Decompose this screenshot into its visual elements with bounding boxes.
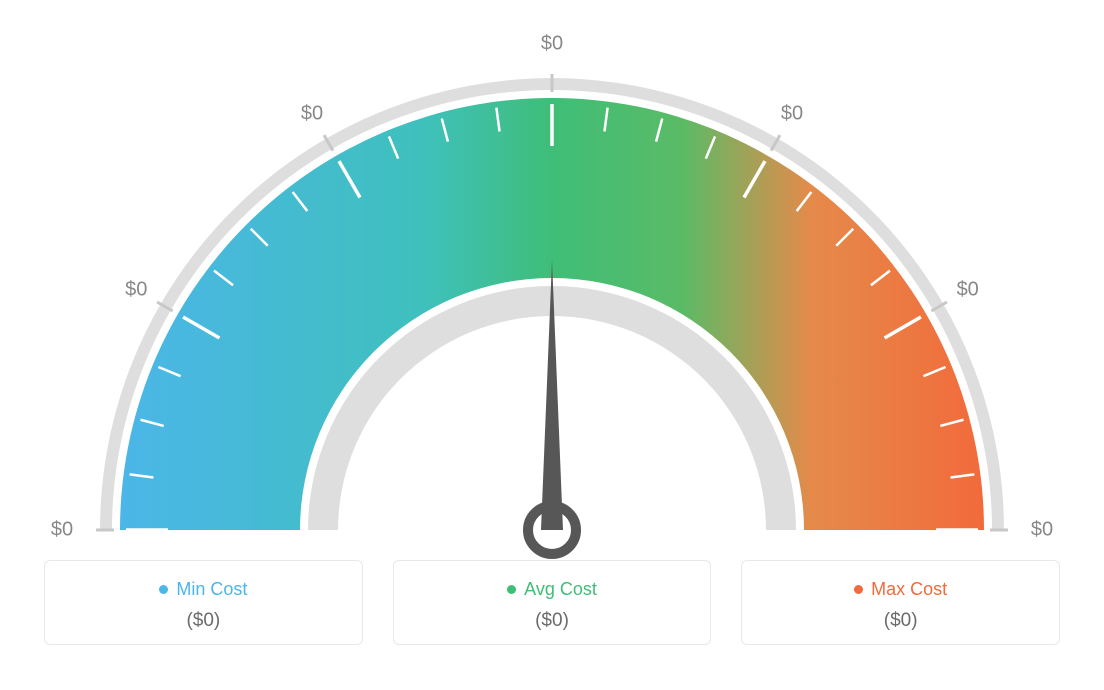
legend-header-min: Min Cost bbox=[65, 579, 342, 600]
tick-label: $0 bbox=[301, 103, 323, 125]
legend-label-max: Max Cost bbox=[871, 579, 947, 600]
tick-label: $0 bbox=[51, 518, 73, 540]
legend-dot-avg bbox=[507, 585, 516, 594]
tick-label: $0 bbox=[1031, 518, 1053, 540]
tick-label: $0 bbox=[125, 278, 147, 300]
gauge-chart: $0 $0 $0 $0 $0 $0 $0 bbox=[0, 20, 1104, 580]
tick-label: $0 bbox=[541, 32, 563, 54]
legend-header-max: Max Cost bbox=[762, 579, 1039, 600]
tick-label: $0 bbox=[957, 278, 979, 300]
legend-label-avg: Avg Cost bbox=[524, 579, 597, 600]
legend-label-min: Min Cost bbox=[176, 579, 247, 600]
legend-value-avg: ($0) bbox=[414, 610, 691, 632]
legend-dot-max bbox=[854, 585, 863, 594]
legend-header-avg: Avg Cost bbox=[414, 579, 691, 600]
tick-label: $0 bbox=[781, 103, 803, 125]
legend-value-max: ($0) bbox=[762, 610, 1039, 632]
legend-value-min: ($0) bbox=[65, 610, 342, 632]
legend-dot-min bbox=[159, 585, 168, 594]
gauge-container: $0 $0 $0 $0 $0 $0 $0 bbox=[0, 0, 1104, 560]
